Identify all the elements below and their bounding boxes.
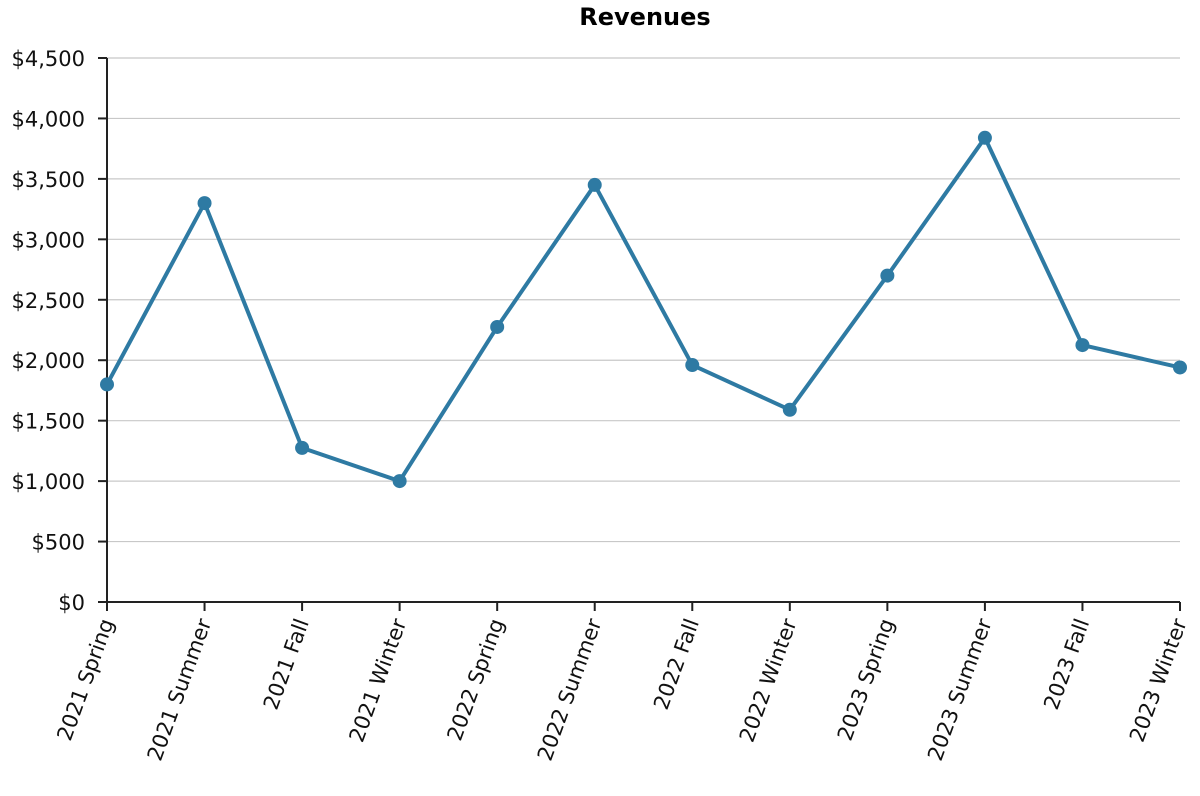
series-line [105, 135, 1181, 484]
chart-title: Revenues [579, 3, 710, 31]
data-point [587, 177, 602, 192]
x-tick-label: 2022 Winter [735, 615, 802, 745]
x-tick-label: 2021 Spring [52, 616, 118, 744]
y-tick-label: $3,500 [12, 168, 85, 192]
x-tick-label: 2023 Spring [833, 616, 899, 744]
x-tick-label: 2023 Summer [923, 615, 997, 764]
data-point [782, 402, 797, 417]
data-point [490, 319, 505, 334]
x-tick-label: 2022 Fall [649, 616, 704, 713]
y-tick-label: $4,500 [12, 47, 85, 71]
y-tick-label: $4,000 [12, 107, 85, 131]
data-point [295, 440, 310, 455]
data-point [1173, 360, 1187, 375]
x-tick-label: 2022 Spring [443, 616, 509, 744]
series-revenues [100, 130, 1187, 489]
x-tick-label: 2023 Winter [1125, 615, 1192, 745]
data-point [100, 377, 114, 392]
y-tick-label: $2,500 [12, 289, 85, 313]
data-point [977, 130, 992, 145]
data-point [1075, 338, 1090, 353]
y-tick-label: $1,000 [12, 470, 85, 494]
x-tick-label: 2021 Winter [345, 615, 412, 745]
axes [98, 57, 1181, 611]
gridlines [107, 57, 1180, 543]
data-point [197, 196, 212, 211]
y-tick-labels: $0 $500 $1,000 $1,500 $2,000 $2,500 $3,000 $3,5… [12, 47, 85, 615]
x-tick-label: 2021 Fall [259, 616, 314, 713]
y-tick-label: $2,000 [12, 349, 85, 373]
y-tick-label: $3,000 [12, 228, 85, 252]
y-tick-label: $0 [58, 591, 85, 615]
x-tick-label: 2022 Summer [533, 615, 607, 764]
x-tick-label: 2023 Fall [1039, 616, 1094, 713]
data-point [392, 474, 407, 489]
y-tick-label: $500 [32, 531, 85, 555]
x-tick-label: 2021 Summer [143, 615, 217, 764]
data-point [685, 358, 700, 373]
y-tick-label: $1,500 [12, 410, 85, 434]
x-tick-labels: 2021 Spring 2021 Summer 2021 Fall 2021 Wint… [52, 615, 1191, 764]
data-point [880, 268, 895, 283]
